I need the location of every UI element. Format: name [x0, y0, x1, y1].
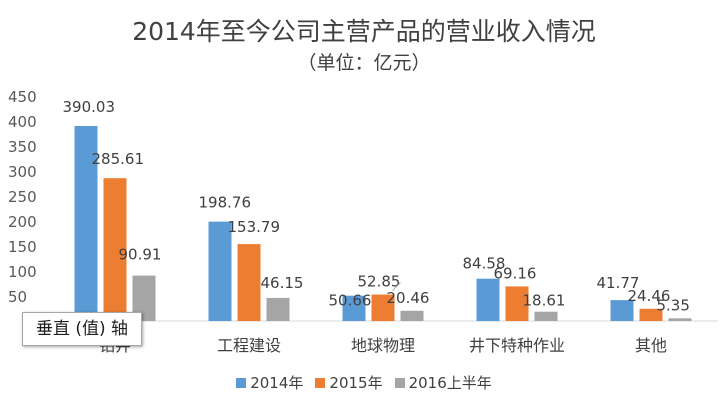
legend-item[interactable]: 2015年: [315, 372, 383, 393]
bar-0-4: [610, 300, 634, 321]
bar-2-2: [400, 310, 424, 321]
data-label: 90.91: [119, 246, 162, 264]
y-tick-label: 200: [8, 213, 37, 231]
label-leader-line: [392, 282, 401, 291]
legend-swatch: [236, 377, 247, 388]
y-tick-label: 450: [8, 88, 37, 106]
chart-title: 2014年至今公司主营产品的营业收入情况: [132, 17, 596, 46]
bar-1-4: [639, 308, 663, 321]
bar-1-0: [103, 178, 127, 321]
bar-0-3: [476, 278, 500, 321]
bar-2-0: [132, 275, 156, 321]
y-tick-label: 400: [8, 113, 37, 131]
x-tick-label: 工程建设: [217, 336, 281, 355]
data-label: 20.46: [387, 289, 430, 307]
data-label: 24.46: [628, 287, 671, 305]
bar-0-0: [74, 125, 98, 321]
data-label: 52.85: [358, 273, 401, 291]
bar-2-4: [668, 318, 692, 321]
legend-label: 2016上半年: [408, 374, 492, 392]
y-tick-label: 250: [8, 188, 37, 206]
bar-0-1: [208, 221, 232, 321]
y-tick-label: 50: [8, 288, 27, 306]
data-label: 153.79: [228, 218, 281, 236]
data-label: 5.35: [657, 296, 690, 314]
bar-0-2: [342, 295, 366, 321]
data-label: 69.16: [494, 264, 537, 282]
data-label: 50.66: [329, 292, 372, 310]
bar-1-3: [505, 286, 529, 321]
legend-swatch: [394, 377, 405, 388]
legend-item[interactable]: 2016上半年: [394, 372, 492, 393]
data-label: 390.03: [63, 98, 116, 116]
chart-legend[interactable]: 2014年 2015年 2016上半年: [0, 372, 728, 393]
data-label: 46.15: [261, 274, 304, 292]
legend-label: 2015年: [329, 374, 383, 392]
data-label: 198.76: [199, 194, 252, 212]
legend-item[interactable]: 2014年: [236, 372, 303, 393]
bar-1-1: [237, 244, 261, 321]
x-tick-label: 其他: [635, 336, 667, 355]
data-label: 18.61: [523, 292, 566, 310]
data-label: 285.61: [92, 150, 145, 168]
y-tick-label: 350: [8, 138, 37, 156]
x-tick-label: 井下特种作业: [469, 336, 565, 355]
y-tick-label: 100: [8, 263, 37, 281]
data-label: 84.58: [463, 255, 506, 273]
legend-swatch: [315, 377, 326, 388]
x-tick-label: 地球物理: [351, 336, 415, 355]
y-tick-label: 150: [8, 238, 37, 256]
bar-2-3: [534, 311, 558, 321]
axis-tooltip: 垂直 (值) 轴: [22, 312, 142, 346]
data-label: 41.77: [597, 274, 640, 292]
bar-2-1: [266, 297, 290, 321]
chart-subtitle: （单位：亿元）: [297, 52, 431, 74]
bar-1-2: [371, 294, 395, 321]
y-tick-label: 300: [8, 163, 37, 181]
legend-label: 2014年: [250, 374, 304, 392]
